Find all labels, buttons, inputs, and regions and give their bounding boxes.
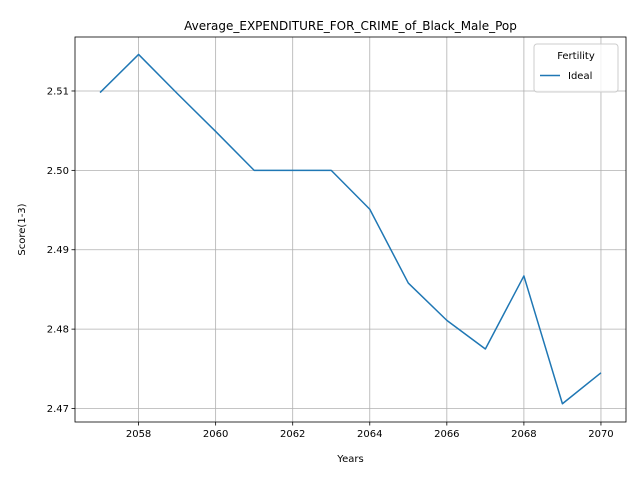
data-point: [446, 319, 448, 321]
data-point: [99, 91, 101, 93]
data-point: [523, 275, 525, 277]
data-point: [369, 208, 371, 210]
plot-frame: [75, 37, 626, 422]
data-point: [561, 403, 563, 405]
y-axis-ticks: 2.47 2.48 2.49 2.50 2.51: [47, 86, 75, 415]
data-point: [484, 348, 486, 350]
x-tick-label: 2070: [588, 429, 613, 440]
grid-lines: [75, 37, 626, 422]
chart-title: Average_EXPENDITURE_FOR_CRIME_of_Black_M…: [184, 19, 517, 33]
y-axis-label: Score(1-3): [17, 203, 28, 255]
x-tick-label: 2058: [126, 429, 151, 440]
legend-entry-label: Ideal: [568, 71, 592, 82]
x-axis-ticks: 2058 2060 2062 2064 2066 2068 2070: [126, 422, 614, 440]
series-lines: [99, 53, 602, 405]
legend-title: Fertility: [557, 51, 595, 62]
data-point: [407, 282, 409, 284]
y-tick-label: 2.51: [47, 86, 69, 97]
series-line-ideal: [100, 54, 601, 403]
x-tick-label: 2064: [357, 429, 382, 440]
data-point: [600, 372, 602, 374]
data-point: [176, 92, 178, 94]
y-tick-label: 2.48: [47, 325, 69, 336]
data-point: [253, 169, 255, 171]
data-point: [330, 169, 332, 171]
x-tick-label: 2062: [280, 429, 305, 440]
y-tick-label: 2.47: [47, 404, 69, 415]
x-tick-label: 2066: [434, 429, 459, 440]
y-tick-label: 2.49: [47, 245, 69, 256]
data-point: [137, 53, 139, 55]
x-tick-label: 2060: [203, 429, 228, 440]
data-point: [292, 169, 294, 171]
legend: Fertility Ideal: [534, 44, 618, 92]
y-tick-label: 2.50: [47, 166, 69, 177]
x-tick-label: 2068: [511, 429, 536, 440]
x-axis-label: Years: [336, 454, 363, 465]
data-point: [214, 130, 216, 132]
